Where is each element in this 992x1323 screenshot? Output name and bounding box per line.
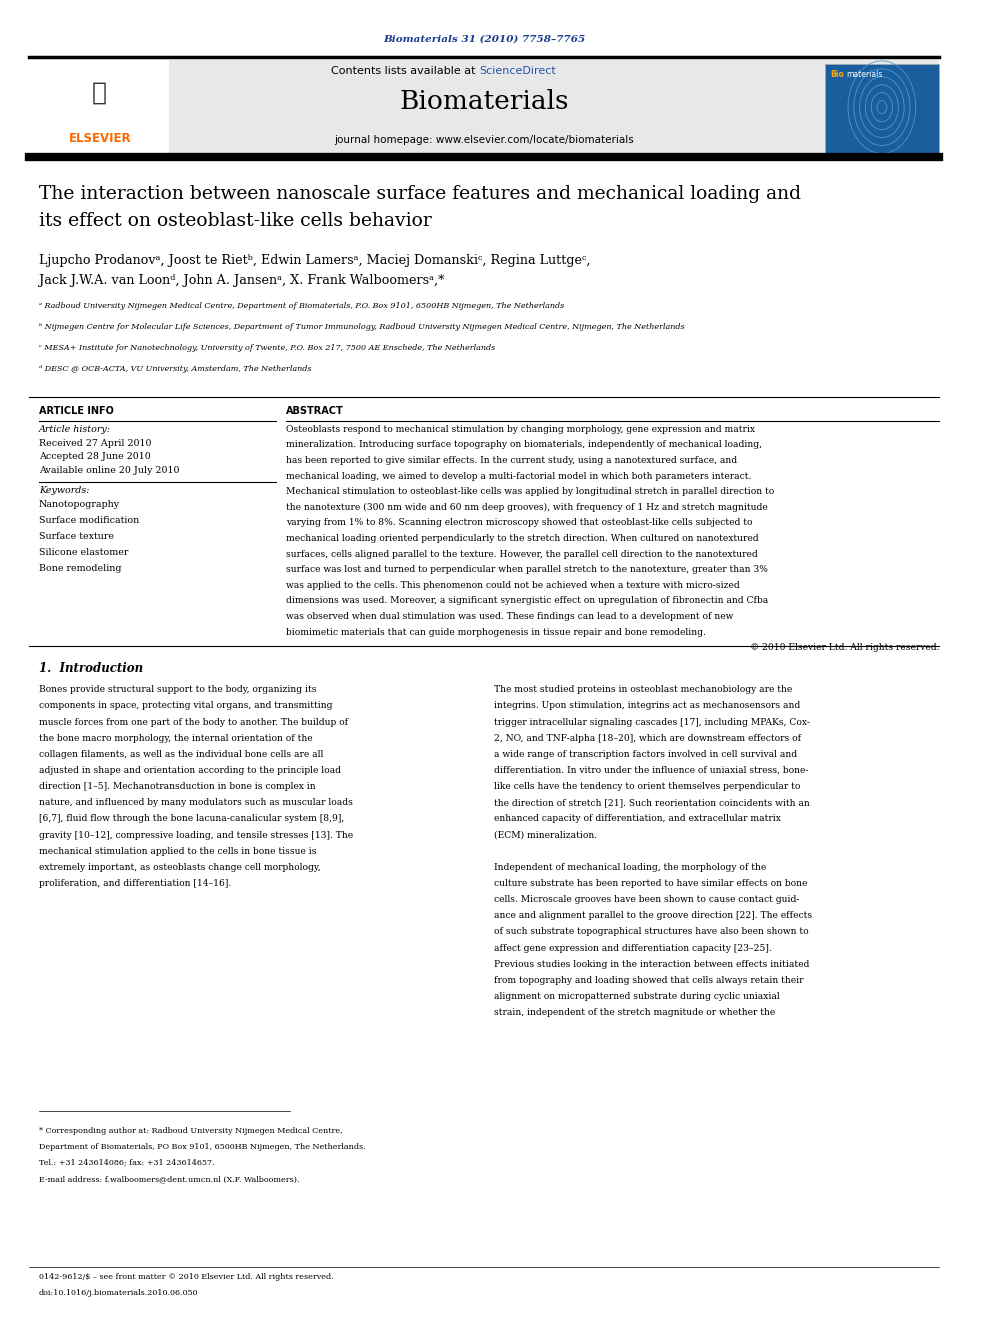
Text: ScienceDirect: ScienceDirect (479, 66, 556, 77)
Text: like cells have the tendency to orient themselves perpendicular to: like cells have the tendency to orient t… (494, 782, 801, 791)
Text: biomimetic materials that can guide morphogenesis in tissue repair and bone remo: biomimetic materials that can guide morp… (286, 627, 705, 636)
Text: Keywords:: Keywords: (39, 486, 89, 495)
Text: Bio: Bio (830, 70, 844, 79)
Text: adjusted in shape and orientation according to the principle load: adjusted in shape and orientation accord… (39, 766, 340, 775)
FancyBboxPatch shape (824, 64, 939, 153)
Text: Osteoblasts respond to mechanical stimulation by changing morphology, gene expre: Osteoblasts respond to mechanical stimul… (286, 425, 755, 434)
Text: 🌿: 🌿 (92, 81, 107, 105)
Text: Jack J.W.A. van Loonᵈ, John A. Jansenᵃ, X. Frank Walboomersᵃ,*: Jack J.W.A. van Loonᵈ, John A. Jansenᵃ, … (39, 274, 444, 287)
Text: dimensions was used. Moreover, a significant synergistic effect on upregulation : dimensions was used. Moreover, a signifi… (286, 597, 768, 606)
Text: mechanical loading oriented perpendicularly to the stretch direction. When cultu: mechanical loading oriented perpendicula… (286, 534, 758, 542)
Text: strain, independent of the stretch magnitude or whether the: strain, independent of the stretch magni… (494, 1008, 775, 1017)
Text: Biomaterials: Biomaterials (399, 90, 568, 114)
Text: was applied to the cells. This phenomenon could not be achieved when a texture w: was applied to the cells. This phenomeno… (286, 581, 739, 590)
Text: 2, NO, and TNF-alpha [18–20], which are downstream effectors of: 2, NO, and TNF-alpha [18–20], which are … (494, 734, 801, 742)
Text: the bone macro morphology, the internal orientation of the: the bone macro morphology, the internal … (39, 734, 312, 742)
Text: muscle forces from one part of the body to another. The buildup of: muscle forces from one part of the body … (39, 717, 348, 726)
Text: extremely important, as osteoblasts change cell morphology,: extremely important, as osteoblasts chan… (39, 863, 320, 872)
Text: has been reported to give similar effects. In the current study, using a nanotex: has been reported to give similar effect… (286, 456, 737, 464)
Text: direction [1–5]. Mechanotransduction in bone is complex in: direction [1–5]. Mechanotransduction in … (39, 782, 315, 791)
Text: a wide range of transcription factors involved in cell survival and: a wide range of transcription factors in… (494, 750, 797, 759)
Text: mineralization. Introducing surface topography on biomaterials, independently of: mineralization. Introducing surface topo… (286, 441, 762, 450)
Text: surface was lost and turned to perpendicular when parallel stretch to the nanote: surface was lost and turned to perpendic… (286, 565, 768, 574)
Text: mechanical stimulation applied to the cells in bone tissue is: mechanical stimulation applied to the ce… (39, 847, 316, 856)
Text: trigger intracellular signaling cascades [17], including MPAKs, Cox-: trigger intracellular signaling cascades… (494, 717, 809, 726)
Text: ance and alignment parallel to the groove direction [22]. The effects: ance and alignment parallel to the groov… (494, 912, 811, 921)
Text: affect gene expression and differentiation capacity [23–25].: affect gene expression and differentiati… (494, 943, 772, 953)
Text: Mechanical stimulation to osteoblast-like cells was applied by longitudinal stre: Mechanical stimulation to osteoblast-lik… (286, 487, 774, 496)
Text: ᵈ DESC @ OCB-ACTA, VU University, Amsterdam, The Netherlands: ᵈ DESC @ OCB-ACTA, VU University, Amster… (39, 365, 311, 373)
Text: (ECM) mineralization.: (ECM) mineralization. (494, 831, 597, 840)
FancyBboxPatch shape (29, 60, 939, 156)
Text: mechanical loading, we aimed to develop a multi-factorial model in which both pa: mechanical loading, we aimed to develop … (286, 471, 751, 480)
Text: Ljupcho Prodanovᵃ, Joost te Rietᵇ, Edwin Lamersᵃ, Maciej Domanskiᶜ, Regina Luttg: Ljupcho Prodanovᵃ, Joost te Rietᵇ, Edwin… (39, 254, 590, 267)
Text: ᶜ MESA+ Institute for Nanotechnology, University of Twente, P.O. Box 217, 7500 A: ᶜ MESA+ Institute for Nanotechnology, Un… (39, 344, 495, 352)
Text: cells. Microscale grooves have been shown to cause contact guid-: cells. Microscale grooves have been show… (494, 896, 800, 904)
Text: from topography and loading showed that cells always retain their: from topography and loading showed that … (494, 976, 804, 984)
Text: the direction of stretch [21]. Such reorientation coincidents with an: the direction of stretch [21]. Such reor… (494, 798, 809, 807)
Text: doi:10.1016/j.biomaterials.2010.06.050: doi:10.1016/j.biomaterials.2010.06.050 (39, 1289, 198, 1297)
Text: E-mail address: f.walboomers@dent.umcn.nl (X.F. Walboomers).: E-mail address: f.walboomers@dent.umcn.n… (39, 1175, 300, 1183)
Text: surfaces, cells aligned parallel to the texture. However, the parallel cell dire: surfaces, cells aligned parallel to the … (286, 549, 757, 558)
Text: Independent of mechanical loading, the morphology of the: Independent of mechanical loading, the m… (494, 863, 766, 872)
Text: materials: materials (846, 70, 883, 79)
Text: integrins. Upon stimulation, integrins act as mechanosensors and: integrins. Upon stimulation, integrins a… (494, 701, 800, 710)
Text: gravity [10–12], compressive loading, and tensile stresses [13]. The: gravity [10–12], compressive loading, an… (39, 831, 353, 840)
Text: alignment on micropatterned substrate during cyclic uniaxial: alignment on micropatterned substrate du… (494, 992, 780, 1002)
Text: differentiation. In vitro under the influence of uniaxial stress, bone-: differentiation. In vitro under the infl… (494, 766, 808, 775)
Text: Surface modification: Surface modification (39, 516, 139, 525)
Text: enhanced capacity of differentiation, and extracellular matrix: enhanced capacity of differentiation, an… (494, 815, 781, 823)
Text: was observed when dual stimulation was used. These findings can lead to a develo: was observed when dual stimulation was u… (286, 613, 733, 620)
Text: Department of Biomaterials, PO Box 9101, 6500HB Nijmegen, The Netherlands.: Department of Biomaterials, PO Box 9101,… (39, 1143, 365, 1151)
Text: journal homepage: www.elsevier.com/locate/biomaterials: journal homepage: www.elsevier.com/locat… (334, 135, 634, 146)
Text: Article history:: Article history: (39, 425, 111, 434)
Text: ᵃ Radboud University Nijmegen Medical Centre, Department of Biomaterials, P.O. B: ᵃ Radboud University Nijmegen Medical Ce… (39, 302, 564, 310)
Text: 0142-9612/$ – see front matter © 2010 Elsevier Ltd. All rights reserved.: 0142-9612/$ – see front matter © 2010 El… (39, 1273, 333, 1281)
Text: nature, and influenced by many modulators such as muscular loads: nature, and influenced by many modulator… (39, 798, 352, 807)
Text: 1.  Introduction: 1. Introduction (39, 662, 143, 675)
Text: ABSTRACT: ABSTRACT (286, 406, 343, 417)
Text: © 2010 Elsevier Ltd. All rights reserved.: © 2010 Elsevier Ltd. All rights reserved… (750, 643, 939, 652)
Text: Bone remodeling: Bone remodeling (39, 564, 121, 573)
Text: Surface texture: Surface texture (39, 532, 114, 541)
Text: Biomaterials 31 (2010) 7758–7765: Biomaterials 31 (2010) 7758–7765 (383, 34, 585, 44)
Text: components in space, protecting vital organs, and transmitting: components in space, protecting vital or… (39, 701, 332, 710)
Text: Previous studies looking in the interaction between effects initiated: Previous studies looking in the interact… (494, 959, 809, 968)
Text: Silicone elastomer: Silicone elastomer (39, 548, 128, 557)
Text: [6,7], fluid flow through the bone lacuna-canalicular system [8,9],: [6,7], fluid flow through the bone lacun… (39, 815, 344, 823)
Text: collagen filaments, as well as the individual bone cells are all: collagen filaments, as well as the indiv… (39, 750, 323, 759)
Text: ELSEVIER: ELSEVIER (68, 132, 131, 146)
Text: its effect on osteoblast-like cells behavior: its effect on osteoblast-like cells beha… (39, 212, 432, 230)
Text: culture substrate has been reported to have similar effects on bone: culture substrate has been reported to h… (494, 878, 807, 888)
Text: of such substrate topographical structures have also been shown to: of such substrate topographical structur… (494, 927, 808, 937)
Text: The most studied proteins in osteoblast mechanobiology are the: The most studied proteins in osteoblast … (494, 685, 792, 695)
Text: Available online 20 July 2010: Available online 20 July 2010 (39, 466, 180, 475)
Text: the nanotexture (300 nm wide and 60 nm deep grooves), with frequency of 1 Hz and: the nanotexture (300 nm wide and 60 nm d… (286, 503, 768, 512)
Text: Accepted 28 June 2010: Accepted 28 June 2010 (39, 452, 151, 462)
Text: Tel.: +31 243614086; fax: +31 243614657.: Tel.: +31 243614086; fax: +31 243614657. (39, 1159, 214, 1167)
Text: Nanotopography: Nanotopography (39, 500, 120, 509)
Text: varying from 1% to 8%. Scanning electron microscopy showed that osteoblast-like : varying from 1% to 8%. Scanning electron… (286, 519, 752, 528)
FancyBboxPatch shape (29, 60, 170, 156)
Text: Contents lists available at: Contents lists available at (331, 66, 479, 77)
Text: The interaction between nanoscale surface features and mechanical loading and: The interaction between nanoscale surfac… (39, 185, 801, 204)
Text: proliferation, and differentiation [14–16].: proliferation, and differentiation [14–1… (39, 878, 231, 888)
Text: Received 27 April 2010: Received 27 April 2010 (39, 439, 151, 448)
Text: * Corresponding author at: Radboud University Nijmegen Medical Centre,: * Corresponding author at: Radboud Unive… (39, 1127, 342, 1135)
Text: ᵇ Nijmegen Centre for Molecular Life Sciences, Department of Tumor Immunology, R: ᵇ Nijmegen Centre for Molecular Life Sci… (39, 323, 684, 331)
Text: Bones provide structural support to the body, organizing its: Bones provide structural support to the … (39, 685, 316, 695)
Text: ARTICLE INFO: ARTICLE INFO (39, 406, 114, 417)
